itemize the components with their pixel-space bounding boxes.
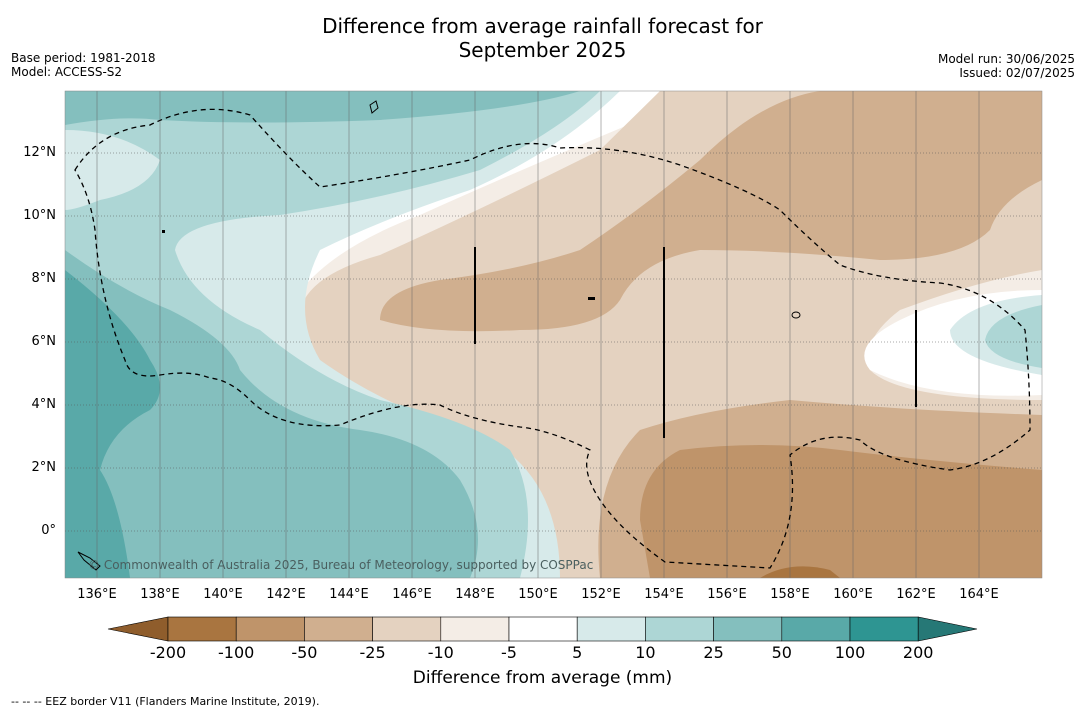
colorbar-segment xyxy=(781,616,851,642)
contour-fields xyxy=(65,91,1042,578)
longitude-label: 152°E xyxy=(581,587,621,602)
eez-borders xyxy=(74,100,1031,571)
longitude-label: 148°E xyxy=(455,587,495,602)
longitude-label: 136°E xyxy=(77,587,117,602)
island-outline xyxy=(369,100,379,114)
longitude-label: 150°E xyxy=(518,587,558,602)
colorbar-tick-label: -5 xyxy=(501,643,517,662)
colorbar-segment xyxy=(304,616,373,642)
colorbar-tick-label: 5 xyxy=(572,643,583,662)
eez-footnote: -- -- -- EEZ border V11 (Flanders Marine… xyxy=(11,695,320,708)
longitude-label: 160°E xyxy=(833,587,873,602)
colorbar-segment xyxy=(576,616,646,642)
colorbar-tick-label: 25 xyxy=(703,643,724,662)
colorbar-segment xyxy=(645,616,714,642)
title-line-1: Difference from average rainfall forecas… xyxy=(322,14,763,38)
model-run-text: Model run: 30/06/2025 xyxy=(937,52,1075,66)
longitude-label: 158°E xyxy=(770,587,810,602)
map-frame xyxy=(64,90,1043,579)
issued-text: Issued: 02/07/2025 xyxy=(959,66,1075,80)
eez-border-west xyxy=(74,108,1031,569)
contour-pos25 xyxy=(65,91,580,125)
colorbar-under-arrow xyxy=(107,616,169,642)
contour-east-10 xyxy=(985,305,1042,368)
longitude-label: 144°E xyxy=(329,587,369,602)
colorbar xyxy=(107,616,978,642)
colorbar-tick-label: 200 xyxy=(902,643,934,662)
run-info: Model run: 30/06/2025 Issued: 02/07/2025 xyxy=(938,52,1075,80)
colorbar-tick-label: -25 xyxy=(359,643,386,662)
colorbar-title: Difference from average (mm) xyxy=(412,668,673,688)
colorbar-segment xyxy=(849,616,919,642)
colorbar-tick-label: -10 xyxy=(427,643,454,662)
contour-neg50 xyxy=(640,445,1042,578)
latitude-label: 4°N xyxy=(31,397,57,412)
latitude-label: 0° xyxy=(41,523,56,538)
colorbar-segment xyxy=(713,616,783,642)
contour-pos25-south xyxy=(65,250,478,578)
map-title: Difference from average rainfall forecas… xyxy=(0,14,1085,62)
longitude-label: 156°E xyxy=(707,587,747,602)
longitude-label: 154°E xyxy=(644,587,684,602)
colorbar-segment xyxy=(508,616,578,642)
latitude-label: 12°N xyxy=(23,145,56,160)
colorbar-over-arrow xyxy=(917,616,978,642)
island-outline xyxy=(791,311,801,319)
graticule xyxy=(65,91,1042,578)
longitude-label: 164°E xyxy=(959,587,999,602)
longitude-label: 140°E xyxy=(203,587,243,602)
contour-neg25 xyxy=(380,91,1042,332)
colorbar-segment xyxy=(440,616,510,642)
island-outline xyxy=(77,551,101,571)
contour-neg100 xyxy=(760,566,840,578)
colorbar-tick-label: 10 xyxy=(635,643,656,662)
base-period-text: Base period: 1981-2018 xyxy=(11,51,156,65)
longitude-label: 138°E xyxy=(140,587,180,602)
model-text: Model: ACCESS-S2 xyxy=(11,65,123,79)
island-outline xyxy=(588,297,595,300)
colorbar-tick-label: -100 xyxy=(218,643,255,662)
latitude-label: 8°N xyxy=(31,271,57,286)
latitude-label: 6°N xyxy=(31,334,57,349)
longitude-label: 146°E xyxy=(392,587,432,602)
contour-pos50 xyxy=(65,270,160,578)
colorbar-tick-label: 100 xyxy=(834,643,866,662)
latitude-label: 2°N xyxy=(31,460,57,475)
colorbar-tick-label: -200 xyxy=(149,643,187,662)
latitude-label: 10°N xyxy=(23,208,56,223)
copyright-notice: © Commonwealth of Australia 2025, Bureau… xyxy=(88,558,594,572)
contour-pos5-nw xyxy=(65,130,160,210)
title-line-2: September 2025 xyxy=(458,38,627,62)
longitude-label: 162°E xyxy=(896,587,936,602)
colorbar-segment xyxy=(372,616,442,642)
colorbar-segment xyxy=(167,616,237,642)
colorbar-tick-label: 50 xyxy=(771,643,792,662)
longitude-label: 142°E xyxy=(266,587,306,602)
island-outline xyxy=(162,230,165,233)
base-info: Base period: 1981-2018 Model: ACCESS-S2 xyxy=(11,51,156,79)
colorbar-segment xyxy=(235,616,305,642)
colorbar-tick-label: -50 xyxy=(291,643,318,662)
